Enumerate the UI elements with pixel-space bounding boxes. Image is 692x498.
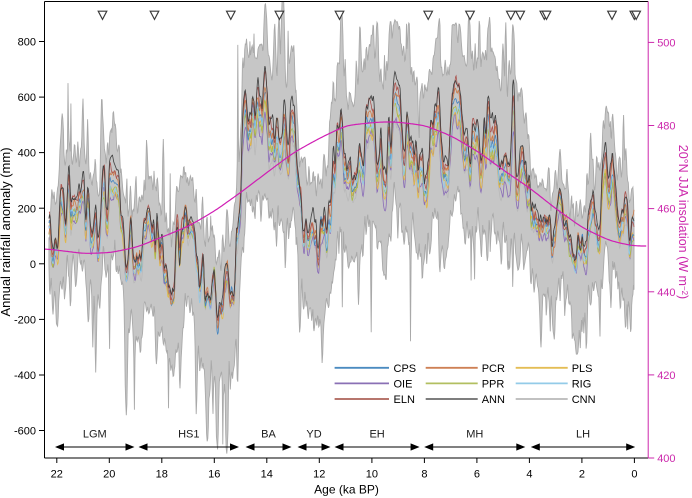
svg-text:600: 600 [18, 92, 36, 104]
svg-text:10: 10 [366, 469, 378, 481]
svg-text:6: 6 [474, 469, 480, 481]
svg-text:LGM: LGM [83, 429, 107, 441]
svg-text:22: 22 [51, 469, 63, 481]
svg-text:400: 400 [18, 148, 36, 160]
svg-text:14: 14 [261, 469, 273, 481]
svg-text:EH: EH [369, 429, 384, 441]
svg-text:Annual rainfall anomaly (mm): Annual rainfall anomaly (mm) [0, 147, 13, 316]
svg-text:800: 800 [18, 37, 36, 49]
svg-text:500: 500 [657, 38, 675, 50]
svg-text:CNN: CNN [572, 394, 596, 406]
svg-text:20°N JJA insolation (W m−2): 20°N JJA insolation (W m−2) [676, 145, 690, 299]
svg-text:0: 0 [30, 259, 36, 271]
svg-text:-400: -400 [14, 370, 36, 382]
svg-text:200: 200 [18, 203, 36, 215]
svg-text:OIE: OIE [394, 379, 413, 391]
svg-text:8: 8 [421, 469, 427, 481]
svg-text:PCR: PCR [482, 363, 505, 375]
svg-text:HS1: HS1 [178, 429, 199, 441]
svg-text:18: 18 [156, 469, 168, 481]
svg-text:2: 2 [579, 469, 585, 481]
svg-text:ELN: ELN [394, 394, 415, 406]
svg-text:LH: LH [576, 429, 590, 441]
svg-text:460: 460 [657, 204, 675, 216]
svg-text:MH: MH [466, 429, 483, 441]
svg-text:4: 4 [526, 469, 532, 481]
svg-text:CPS: CPS [394, 363, 417, 375]
svg-text:RIG: RIG [572, 379, 592, 391]
svg-text:-200: -200 [14, 315, 36, 327]
svg-text:Age (ka BP): Age (ka BP) [314, 483, 379, 497]
svg-text:PLS: PLS [572, 363, 593, 375]
svg-text:420: 420 [657, 370, 675, 382]
svg-text:400: 400 [657, 453, 675, 465]
svg-text:16: 16 [208, 469, 220, 481]
svg-text:-600: -600 [14, 426, 36, 438]
svg-text:20: 20 [103, 469, 115, 481]
svg-text:ANN: ANN [482, 394, 505, 406]
svg-text:440: 440 [657, 287, 675, 299]
svg-text:0: 0 [631, 469, 637, 481]
svg-text:PPR: PPR [482, 379, 505, 391]
svg-text:480: 480 [657, 121, 675, 133]
svg-text:BA: BA [261, 429, 276, 441]
svg-text:12: 12 [313, 469, 325, 481]
svg-text:YD: YD [306, 429, 321, 441]
